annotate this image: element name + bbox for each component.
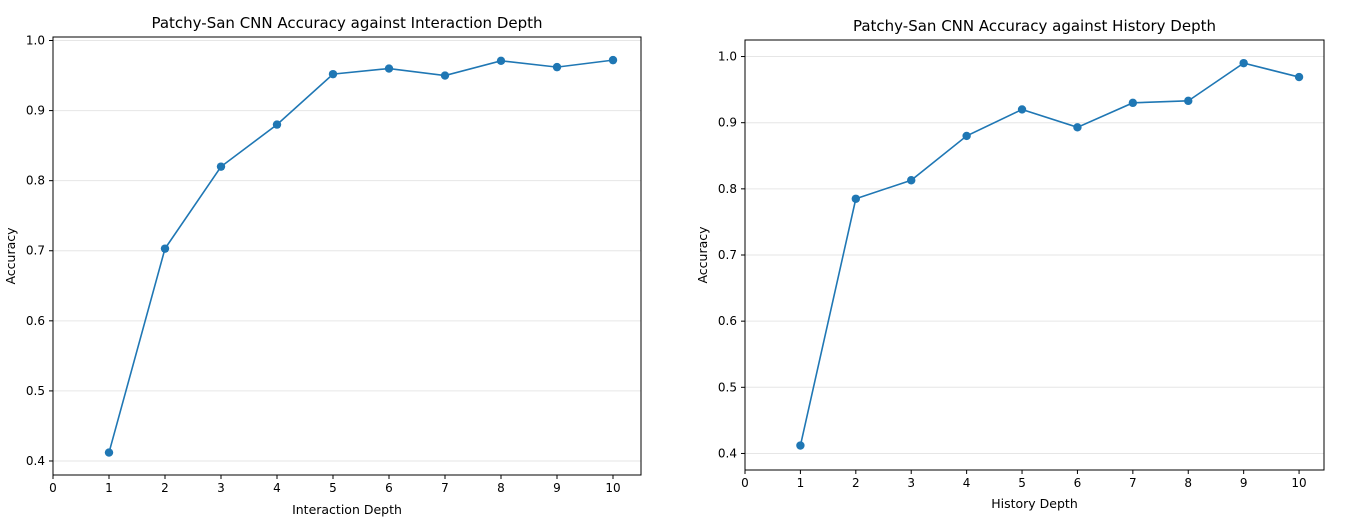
series	[796, 58, 1304, 450]
x-tick-label: 1	[105, 481, 113, 495]
y-tick-label: 0.8	[718, 182, 737, 196]
x-tick-label: 3	[907, 476, 915, 490]
y-tick-label: 0.9	[718, 116, 737, 130]
data-point	[796, 441, 805, 450]
data-point	[384, 64, 394, 73]
x-tick-label: 10	[1291, 476, 1306, 490]
data-point	[440, 71, 450, 80]
data-point	[216, 162, 226, 171]
data-point	[1184, 96, 1193, 106]
data-point	[1294, 72, 1304, 82]
data-point	[962, 131, 971, 141]
chart-history-depth: 0 1 2 3 4 5 6 7 8 9 10 0.4 0.5 0.6 0.7 0.8 0.9 1.0 Patchy…	[695, 17, 1325, 511]
x-tick-label: 4	[273, 481, 281, 495]
y-tick-label: 0.6	[718, 314, 737, 328]
y-tick-label: 0.4	[26, 454, 45, 468]
data-point	[272, 120, 282, 129]
x-tick-label: 5	[329, 481, 337, 495]
series-line	[799, 62, 1300, 446]
plot-frame	[52, 36, 642, 476]
x-axis-label: Interaction Depth	[292, 502, 402, 517]
data-point	[160, 244, 170, 253]
data-point	[907, 176, 916, 185]
y-tick-label: 1.0	[718, 50, 737, 64]
data-point	[496, 56, 506, 66]
data-point	[1073, 123, 1082, 132]
data-point	[851, 194, 861, 203]
data-point	[1239, 58, 1248, 68]
x-tick-label: 0	[49, 481, 57, 495]
x-tick-label: 10	[605, 481, 620, 495]
axis-ticks: 0 1 2 3 4 5 6 7 8 9 10 0.4 0.5 0.6 0.7 0.8 0.9 1.0	[718, 50, 1307, 490]
y-tick-label: 0.5	[26, 384, 45, 398]
x-tick-label: 9	[1240, 476, 1248, 490]
x-axis-label: History Depth	[991, 496, 1078, 511]
grid	[745, 56, 1324, 454]
x-tick-label: 3	[217, 481, 225, 495]
chart-title: Patchy-San CNN Accuracy against History …	[853, 17, 1216, 35]
x-tick-label: 5	[1018, 476, 1026, 490]
chart-interaction-depth: 0 1 2 3 4 5 6 7 8 9 10 0.4 0.5 0.6 0.7 0.8 0.9 1.0 Patchy…	[3, 14, 642, 517]
y-axis-label: Accuracy	[3, 227, 18, 285]
y-tick-label: 0.7	[718, 248, 737, 262]
x-tick-label: 2	[161, 481, 169, 495]
x-tick-label: 6	[1074, 476, 1082, 490]
x-tick-label: 7	[1129, 476, 1137, 490]
grid	[53, 40, 641, 462]
x-tick-label: 4	[963, 476, 971, 490]
y-tick-label: 0.8	[26, 174, 45, 188]
x-tick-label: 8	[497, 481, 505, 495]
chart-title: Patchy-San CNN Accuracy against Interact…	[151, 14, 542, 32]
data-point	[1017, 105, 1027, 114]
y-tick-label: 0.4	[718, 446, 737, 460]
y-tick-label: 0.5	[718, 380, 737, 394]
y-axis-label: Accuracy	[695, 226, 710, 284]
y-tick-label: 0.7	[26, 244, 45, 258]
y-tick-label: 1.0	[26, 34, 45, 48]
axis-ticks: 0 1 2 3 4 5 6 7 8 9 10 0.4 0.5 0.6 0.7 0.8 0.9 1.0	[26, 34, 621, 495]
data-point	[1128, 98, 1138, 108]
data-point	[608, 55, 618, 65]
x-tick-label: 1	[797, 476, 805, 490]
series-line	[108, 59, 614, 453]
data-point	[104, 448, 114, 457]
y-tick-label: 0.9	[26, 104, 45, 118]
x-tick-label: 6	[385, 481, 393, 495]
series	[104, 55, 618, 457]
x-tick-label: 9	[553, 481, 561, 495]
data-point	[328, 69, 338, 79]
x-tick-label: 7	[441, 481, 449, 495]
x-tick-label: 2	[852, 476, 860, 490]
x-tick-label: 0	[741, 476, 749, 490]
x-tick-label: 8	[1184, 476, 1192, 490]
y-tick-label: 0.6	[26, 314, 45, 328]
data-point	[552, 62, 562, 72]
